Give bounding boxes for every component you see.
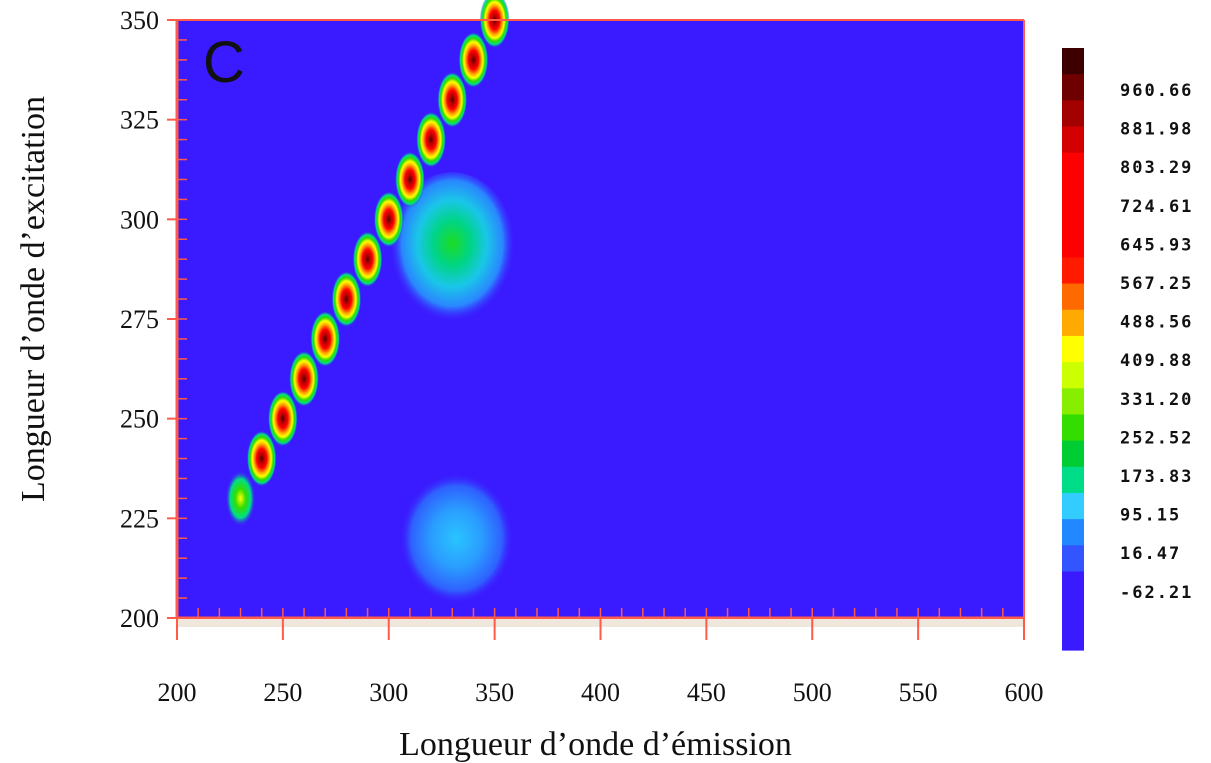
colorbar-segment: [1062, 257, 1084, 285]
colorbar-segment: [1062, 205, 1084, 232]
scatter-peak: [458, 31, 489, 88]
colorbar-label: 409.88: [1120, 351, 1193, 371]
colorbar-label: 881.98: [1120, 120, 1193, 140]
colorbar-segment: [1062, 466, 1084, 494]
colorbar-label: 95.15: [1120, 506, 1181, 526]
colorbar-segment: [1062, 492, 1084, 520]
colorbar-segment: [1062, 623, 1084, 651]
colorbar-segment: [1062, 152, 1084, 180]
x-tick-label: 200: [158, 678, 197, 707]
scatter-peak: [225, 470, 256, 527]
scatter-peak: [479, 0, 510, 48]
x-tick-label: 600: [1005, 678, 1044, 707]
colorbar-label: 724.61: [1120, 197, 1193, 217]
colorbar-segment: [1062, 545, 1084, 573]
fluorescence-region: [388, 172, 516, 331]
colorbar-segment: [1062, 362, 1084, 389]
colorbar-segment: [1062, 414, 1084, 442]
scatter-peak: [352, 231, 383, 288]
colorbar-segment: [1062, 571, 1084, 599]
colorbar-label: 960.66: [1120, 81, 1193, 101]
x-tick-label: 450: [687, 678, 726, 707]
scatter-peak: [267, 390, 298, 447]
colorbar-label: 252.52: [1120, 428, 1193, 448]
colorbar-segment: [1062, 440, 1084, 468]
x-tick-label: 300: [369, 678, 408, 707]
colorbar-segment: [1062, 178, 1084, 206]
x-axis-ticks: 200 250 300 350 400 450 500 550 600: [158, 608, 1044, 707]
fluorescence-regions: [388, 172, 516, 605]
x-tick-label: 250: [263, 678, 302, 707]
colorbar-segment: [1062, 283, 1084, 311]
x-tick-label: 350: [475, 678, 514, 707]
scatter-peak: [373, 191, 404, 248]
scatter-peak: [310, 310, 341, 367]
plot-area: [177, 20, 1024, 618]
scatter-peak: [331, 271, 362, 328]
colorbar-segment: [1062, 388, 1084, 416]
colorbar-segment: [1062, 126, 1084, 154]
colorbar-label: 173.83: [1120, 467, 1193, 487]
colorbar-segment: [1062, 309, 1084, 337]
colorbar-label: 16.47: [1120, 544, 1181, 564]
colorbar-label: 567.25: [1120, 274, 1193, 294]
colorbar-label: 803.29: [1120, 158, 1193, 178]
colorbar: 960.66 881.98 803.29 724.61 645.93 567.25 488.…: [1062, 48, 1193, 651]
colorbar-segment: [1062, 48, 1084, 75]
scatter-peak: [246, 430, 277, 487]
y-tick-label: 350: [120, 6, 159, 35]
colorbar-segment: [1062, 74, 1084, 101]
colorbar-segment: [1062, 231, 1084, 258]
scatter-peak: [289, 350, 320, 407]
y-tick-label: 275: [120, 305, 159, 334]
colorbar-label: -62.21: [1120, 583, 1193, 603]
colorbar-segment: [1062, 519, 1084, 546]
x-tick-label: 500: [793, 678, 832, 707]
colorbar-segment: [1062, 597, 1084, 625]
colorbar-segment: [1062, 100, 1084, 128]
colorbar-segment: [1062, 335, 1084, 363]
y-axis-title: Longueur d’onde d’excitation: [15, 96, 52, 502]
x-tick-label: 550: [899, 678, 938, 707]
y-tick-label: 250: [120, 405, 159, 434]
colorbar-label: 488.56: [1120, 313, 1193, 333]
panel-label: C: [203, 30, 245, 95]
scatter-peak: [437, 71, 468, 128]
colorbar-label: 645.93: [1120, 235, 1193, 255]
y-tick-label: 325: [120, 106, 159, 135]
colorbar-label: 331.20: [1120, 390, 1193, 410]
fluorescence-region: [399, 472, 514, 605]
y-tick-label: 200: [120, 604, 159, 633]
x-axis-title: Longueur d’onde d’émission: [399, 726, 792, 763]
rayleigh-scatter-peaks: [225, 0, 510, 527]
scatter-peak: [416, 111, 447, 168]
x-tick-label: 400: [581, 678, 620, 707]
scatter-peak: [394, 151, 425, 208]
y-tick-label: 225: [120, 504, 159, 533]
y-tick-label: 300: [120, 205, 159, 234]
y-axis-ticks: 200 225 250 275 300 325 350: [120, 6, 187, 633]
